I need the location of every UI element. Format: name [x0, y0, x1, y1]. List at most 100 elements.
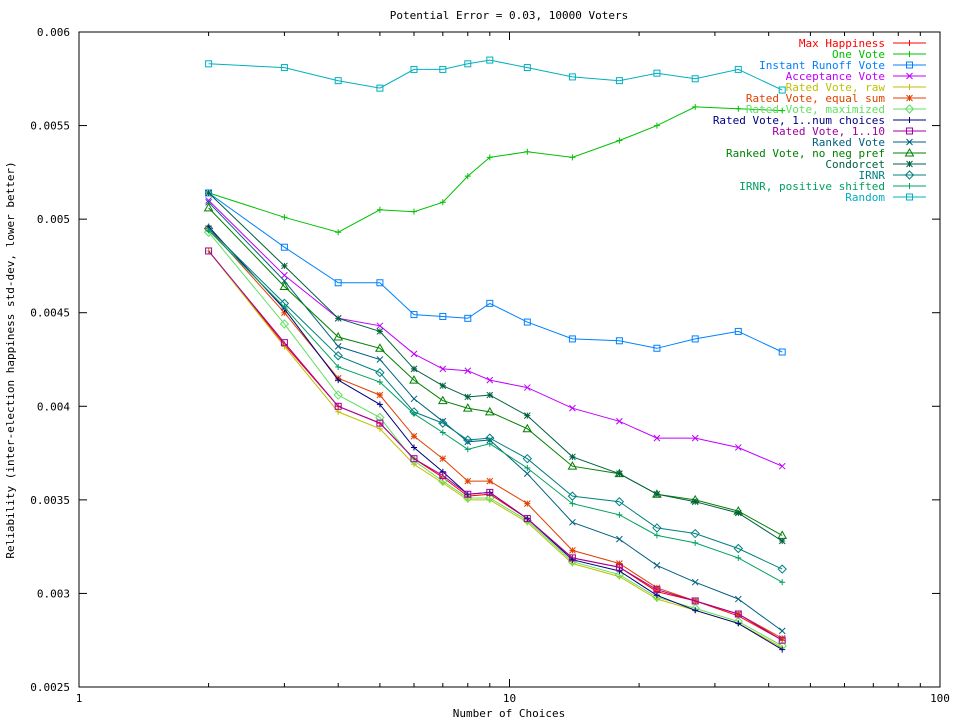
data-point	[439, 455, 447, 463]
data-point	[439, 65, 447, 73]
data-point	[464, 173, 471, 180]
data-point	[653, 122, 660, 129]
data-point	[280, 243, 288, 251]
legend-label: IRNR, positive shifted	[739, 180, 885, 193]
data-point	[614, 570, 625, 580]
data-point	[484, 406, 495, 416]
data-point	[653, 532, 660, 539]
series-acceptance-vote	[205, 197, 786, 470]
data-point	[569, 518, 576, 526]
data-point	[439, 382, 447, 390]
legend-marker	[906, 127, 913, 135]
x-tick-label: 10	[503, 692, 516, 705]
data-point	[281, 343, 288, 350]
data-point	[567, 461, 578, 470]
data-point	[410, 350, 418, 358]
x-tick-label: 100	[930, 692, 950, 705]
data-point	[779, 107, 786, 114]
series-rated-vote-1-num-choices	[205, 223, 786, 653]
data-point	[281, 304, 288, 311]
series-random	[205, 56, 786, 94]
legend-marker	[906, 117, 913, 123]
data-point	[692, 539, 699, 546]
data-point	[523, 412, 531, 419]
legend-label: Rated Vote, maximized	[746, 103, 885, 116]
data-point	[569, 404, 576, 412]
legend-marker	[904, 104, 915, 114]
data-point	[280, 64, 288, 72]
legend-marker	[906, 51, 913, 57]
data-point	[734, 444, 742, 451]
series-ranked-vote	[205, 198, 786, 635]
data-point	[205, 227, 212, 234]
data-point	[779, 579, 786, 586]
data-point	[778, 636, 786, 644]
data-point	[616, 560, 623, 567]
legend-label: One Vote	[832, 48, 885, 61]
data-point	[486, 391, 494, 399]
series-line	[208, 250, 783, 641]
data-point	[569, 547, 576, 554]
data-point	[486, 299, 494, 307]
data-point	[567, 491, 578, 501]
axes: 0.0025 0.003 0.0035 0.004 0.0045 0.005 0.0055 0…	[30, 26, 950, 705]
data-point	[653, 586, 661, 594]
legend-label: Rated Vote, raw	[786, 81, 886, 94]
legend-label: Ranked Vote	[812, 136, 885, 149]
data-point	[734, 595, 742, 603]
legend-label: Condorcet	[825, 158, 885, 171]
legend-label: Rated Vote, 1..num choices	[713, 114, 885, 127]
data-point	[523, 64, 531, 72]
data-point	[376, 279, 384, 287]
series-line	[208, 201, 783, 632]
series-layer	[203, 56, 788, 653]
data-point	[410, 455, 418, 463]
y-tick-label: 0.005	[37, 213, 70, 226]
data-point	[375, 367, 385, 378]
data-point	[464, 477, 472, 485]
data-point	[778, 627, 786, 635]
data-point	[734, 509, 742, 517]
data-point	[692, 607, 699, 614]
data-point	[616, 137, 623, 144]
data-point	[615, 563, 623, 571]
data-point	[486, 56, 494, 64]
legend-label: Acceptance Vote	[786, 70, 885, 83]
data-point	[523, 470, 531, 478]
series-line	[208, 192, 783, 542]
data-point	[410, 444, 417, 451]
data-point	[205, 247, 212, 254]
data-point	[691, 498, 699, 506]
series-one-vote	[205, 103, 786, 236]
data-point	[281, 277, 288, 285]
data-point	[733, 543, 744, 554]
data-point	[735, 105, 742, 112]
data-point	[691, 434, 699, 442]
data-point	[486, 488, 494, 496]
data-point	[778, 462, 786, 470]
data-point	[522, 423, 533, 433]
data-point	[439, 472, 447, 480]
data-point	[376, 378, 383, 385]
data-point	[463, 435, 473, 445]
legend-label: Random	[845, 191, 885, 204]
legend-marker	[906, 193, 913, 201]
y-tick-label: 0.0025	[30, 681, 70, 694]
data-point	[616, 470, 623, 478]
data-point	[464, 367, 472, 375]
data-point	[281, 214, 288, 221]
series-line	[208, 231, 783, 647]
data-point	[281, 262, 288, 270]
data-point	[652, 523, 662, 533]
data-point	[734, 65, 742, 73]
data-point	[464, 60, 472, 68]
data-point	[464, 490, 472, 498]
data-point	[691, 578, 699, 586]
data-point	[653, 344, 661, 352]
legend-marker	[906, 183, 913, 189]
y-tick-label: 0.004	[37, 400, 70, 413]
y-tick-label: 0.0045	[30, 307, 70, 320]
